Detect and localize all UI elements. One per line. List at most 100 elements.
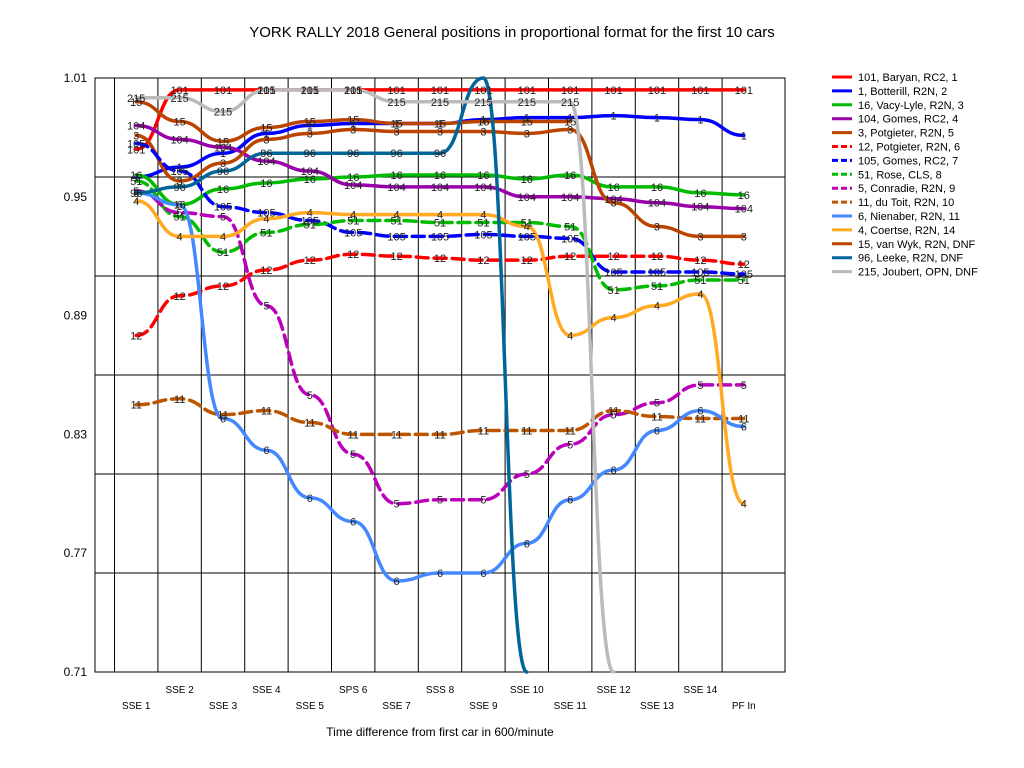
x-tick-label: SSE 13: [640, 701, 674, 712]
point-label: 16: [260, 178, 272, 190]
point-label: 5: [654, 398, 660, 410]
point-label: 4: [394, 210, 400, 222]
legend-item-label: 3, Potgieter, R2N, 5: [858, 128, 954, 140]
point-label: 6: [220, 414, 226, 426]
x-tick-label: SSE 2: [165, 685, 194, 696]
y-tick-label: 0.89: [64, 309, 88, 323]
point-label: 101: [735, 85, 753, 97]
point-label: 96: [173, 182, 185, 194]
point-label: 3: [263, 134, 269, 146]
series-line: [134, 88, 746, 152]
point-label: 4: [611, 313, 617, 325]
y-tick-label: 1.01: [64, 71, 88, 85]
legend: 101, Baryan, RC2, 1 1, Botterill, R2N, 2 1…: [832, 72, 978, 279]
point-label: 4: [350, 210, 356, 222]
point-label: 104: [518, 192, 536, 204]
point-label: 1: [480, 115, 486, 127]
point-label: 105: [431, 231, 449, 243]
x-axis-label: Time difference from first car in 600/mi…: [326, 725, 554, 739]
point-label: 51: [521, 218, 533, 230]
point-label: 104: [127, 121, 145, 133]
legend-item-label: 11, du Toit, R2N, 10: [858, 197, 954, 209]
point-label: 4: [741, 499, 747, 511]
point-label: 11: [434, 429, 445, 441]
point-label: 105: [214, 202, 232, 214]
point-label: 51: [130, 176, 142, 188]
point-label: 4: [567, 330, 573, 342]
point-label: 96: [304, 148, 316, 160]
point-label: 104: [431, 182, 449, 194]
point-label: 51: [694, 275, 706, 287]
point-label: 96: [434, 148, 446, 160]
x-tick-label: SSS 8: [426, 685, 455, 696]
x-tick-labels: SSE 1 SSE 2 SSE 3 SSE 4 SSE 5 SPS 6 SSE 7 SSS 8…: [122, 685, 756, 712]
point-label: 215: [127, 93, 145, 105]
point-label: 15: [347, 115, 359, 127]
point-label: 104: [691, 202, 709, 214]
point-label: 101: [604, 85, 622, 97]
point-label: 12: [304, 255, 316, 267]
point-label: 105: [344, 227, 362, 239]
chart-title: YORK RALLY 2018 General positions in pro…: [249, 24, 775, 41]
point-label: 3: [741, 231, 747, 243]
point-label: 3: [220, 158, 226, 170]
point-label: 3: [611, 198, 617, 210]
point-label: 15: [521, 117, 533, 129]
point-label: 105: [170, 166, 188, 178]
point-label: 6: [697, 406, 703, 418]
x-tick-label: SSE 14: [683, 685, 717, 696]
point-label: 105: [691, 267, 709, 279]
point-label: 1: [437, 119, 443, 131]
point-label: 51: [651, 281, 663, 293]
point-label: 105: [301, 216, 319, 228]
point-label: 4: [697, 289, 703, 301]
point-label: 215: [518, 97, 536, 109]
point-label: 6: [350, 517, 356, 529]
point-label: 104: [344, 180, 362, 192]
point-label: 12: [434, 253, 446, 265]
point-label: 5: [133, 186, 139, 198]
legend-item-label: 215, Joubert, OPN, DNF: [858, 267, 978, 279]
series-line: [134, 252, 746, 338]
point-label: 101: [474, 85, 492, 97]
point-label: 12: [564, 251, 576, 263]
point-label: 12: [738, 259, 750, 271]
point-label: 3: [133, 130, 139, 142]
point-label: 5: [697, 380, 703, 392]
point-label: 6: [263, 445, 269, 457]
series-line: [134, 173, 746, 207]
point-label: 16: [347, 172, 359, 184]
point-label: 101: [257, 85, 275, 97]
point-label: 15: [477, 117, 489, 129]
point-label: 15: [173, 117, 185, 129]
point-label: 11: [478, 425, 489, 437]
point-label: 4: [654, 301, 660, 313]
series-line: [134, 76, 529, 674]
x-tick-label: SSE 1: [122, 701, 151, 712]
point-label: 12: [260, 265, 272, 277]
point-label: 51: [173, 212, 185, 224]
x-tick-label: SSE 7: [382, 701, 411, 712]
point-label: 101: [691, 85, 709, 97]
point-label: 215: [474, 97, 492, 109]
point-label: 5: [611, 410, 617, 422]
point-label: 4: [220, 231, 226, 243]
point-label: 16: [217, 184, 229, 196]
point-label: 3: [480, 126, 486, 138]
point-label: 11: [695, 414, 706, 426]
point-label: 105: [604, 267, 622, 279]
point-label: 101: [518, 85, 536, 97]
point-label: 101: [127, 144, 145, 156]
point-label: 12: [347, 249, 359, 261]
point-label: 16: [130, 170, 142, 182]
point-label: 12: [217, 281, 229, 293]
legend-item-label: 1, Botterill, R2N, 2: [858, 86, 947, 98]
point-label: 3: [697, 231, 703, 243]
point-label: 215: [214, 107, 232, 119]
x-tick-label: SSE 10: [510, 685, 544, 696]
point-label: 16: [173, 200, 185, 212]
point-label: 215: [387, 97, 405, 109]
point-label: 15: [390, 119, 402, 131]
legend-item-label: 4, Coertse, R2N, 14: [858, 225, 955, 237]
